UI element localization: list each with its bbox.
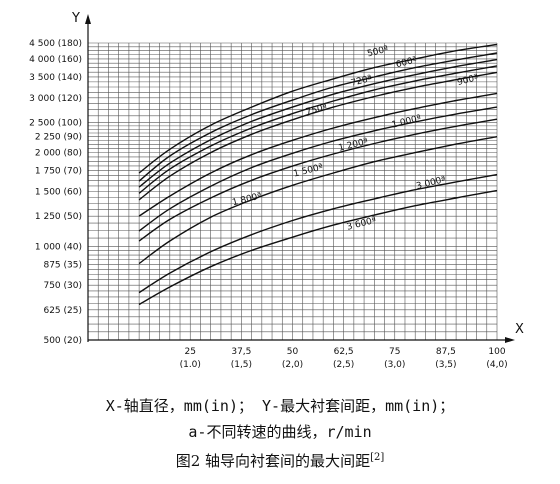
speed-curve: [138, 92, 498, 217]
y-axis-label: Y: [71, 11, 80, 26]
y-tick-label: 1 500 (60): [35, 188, 82, 198]
y-tick-label: 500 (20): [43, 336, 82, 346]
y-tick-label: 3 500 (140): [29, 73, 82, 83]
y-tick-label: 1 250 (50): [35, 212, 82, 222]
y-tick-label: 750 (30): [43, 281, 82, 291]
y-tick-labels: 4 500 (180) 4 000 (160) 3 500 (140) 3 000 (…: [29, 39, 82, 346]
curve-label: 1 200ª: [338, 137, 370, 154]
x-tick-label: 62,5: [334, 347, 354, 357]
speed-curve: [138, 43, 498, 174]
x-tick-label-inch: (1,5): [231, 360, 252, 370]
curve-label: 1 000ª: [391, 114, 423, 131]
caption-line-2: a-不同转速的曲线，r/min: [188, 423, 372, 441]
x-tick-label-inch: (4,0): [486, 360, 507, 370]
y-tick-label: 4 500 (180): [29, 39, 82, 49]
x-tick-label-inch: (2,0): [282, 360, 303, 370]
figure-caption: 图2 轴导向衬套间的最大间距[2]: [0, 450, 560, 471]
speed-curve: [138, 65, 498, 194]
y-tick-label: 1 750 (70): [35, 167, 82, 177]
y-tick-label: 2 500 (100): [29, 118, 82, 128]
figure-reference: [2]: [370, 452, 385, 463]
y-tick-label: 3 000 (120): [29, 94, 82, 104]
x-tick-label: 100: [488, 347, 505, 357]
speed-curve: [138, 173, 498, 294]
x-tick-label-inch: (2,5): [333, 360, 354, 370]
x-tick-label-inch: (3,5): [435, 360, 456, 370]
curve-label: 3 000ª: [415, 175, 447, 192]
axes: [85, 14, 515, 343]
speed-curve: [138, 52, 498, 182]
y-tick-label: 875 (35): [43, 260, 82, 270]
speed-curve: [138, 71, 498, 201]
x-tick-label: 75: [389, 347, 400, 357]
y-tick-label: 625 (25): [43, 306, 82, 316]
y-tick-label: 1 000 (40): [35, 242, 82, 252]
x-tick-label: 50: [287, 347, 299, 357]
y-tick-label: 2 250 (90): [35, 133, 82, 143]
x-tick-label-inch: (3,0): [384, 360, 405, 370]
y-tick-label: 4 000 (160): [29, 55, 82, 65]
x-tick-label: 87,5: [436, 347, 456, 357]
x-tick-label-inch: (1.0): [180, 360, 201, 370]
figure-title: 图2 轴导向衬套间的最大间距: [175, 452, 371, 470]
y-tick-label: 2 000 (80): [35, 149, 82, 159]
x-axis-label: X: [515, 322, 524, 337]
x-axis-arrow: [505, 337, 515, 343]
y-axis-arrow: [85, 14, 91, 24]
x-tick-label: 25: [185, 347, 196, 357]
speed-curve: [138, 118, 498, 242]
x-tick-labels: 25 (1.0) 37,5 (1,5) 50 (2,0) 62,5 (2,5) 75 (3,0) 8…: [180, 347, 508, 370]
curve-label: 750ª: [305, 103, 328, 118]
speed-curve: [138, 189, 498, 306]
x-tick-label: 37,5: [231, 347, 251, 357]
curve-label: 900ª: [456, 73, 479, 88]
speed-curve: [138, 106, 498, 232]
speed-curve: [138, 58, 498, 188]
caption-line-1: X-轴直径，mm(in)； Y-最大衬套间距，mm(in)；: [105, 397, 455, 415]
curve-label: 1 800ª: [231, 191, 263, 208]
chart: 4 500 (180) 4 000 (160) 3 500 (140) 3 000 (…: [29, 11, 524, 370]
speed-curve: [138, 136, 498, 265]
curves: [138, 43, 498, 306]
